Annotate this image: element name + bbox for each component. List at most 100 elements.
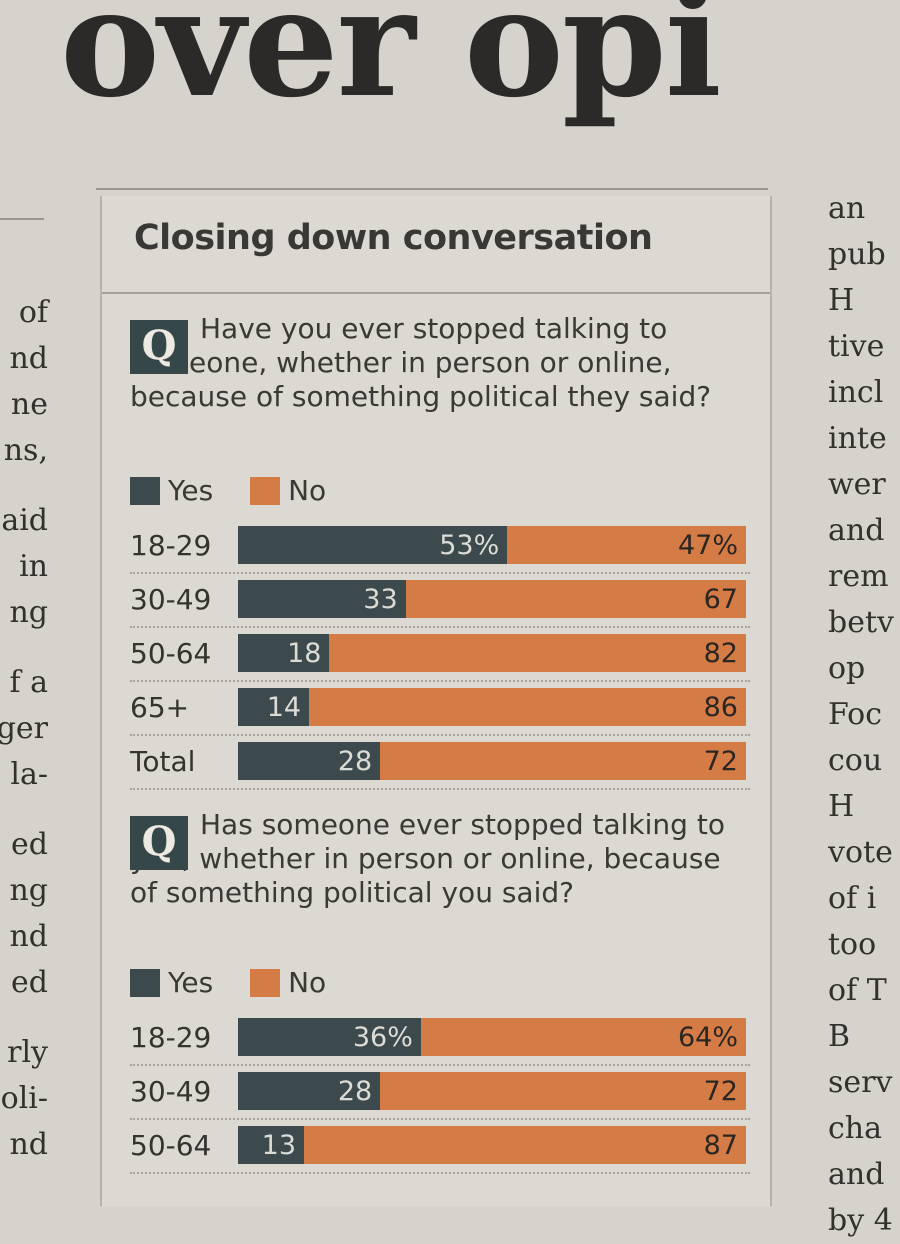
bar-segment-yes: 18 — [238, 634, 330, 672]
bar-segment-no: 82 — [329, 634, 746, 672]
legend-2: Yes No — [130, 966, 354, 1000]
title-rule — [102, 292, 770, 294]
bar-row: 50-64 13 87 — [102, 1120, 770, 1174]
category-label: 18-29 — [130, 529, 212, 562]
row-divider — [130, 626, 750, 628]
article-right-line: an — [828, 191, 866, 226]
row-divider — [130, 572, 750, 574]
legend-1: Yes No — [130, 474, 354, 508]
article-left-line: ns, — [3, 433, 48, 468]
category-label: 50-64 — [130, 637, 212, 670]
article-left-line: ng — [9, 873, 48, 908]
article-left-line: oli- — [0, 1081, 48, 1116]
bar-track: 53% 47% — [238, 526, 746, 564]
data-label-yes: 28 — [337, 745, 373, 777]
headline: over opi — [60, 0, 722, 131]
article-left-line: in — [19, 549, 48, 584]
article-left-line: f a — [9, 665, 48, 700]
article-right-line: of i — [828, 881, 877, 916]
bar-segment-no: 64% — [420, 1018, 746, 1056]
bar-segment-no: 86 — [309, 688, 746, 726]
category-label: Total — [130, 745, 196, 778]
article-left-line — [0, 636, 48, 660]
article-right-line: by 4 — [828, 1203, 893, 1238]
article-left-line: of — [18, 295, 48, 330]
article-right-line: betv — [828, 605, 894, 640]
article-left-line: rly — [7, 1035, 48, 1070]
article-left-line: nd — [9, 341, 48, 376]
bar-row: Total 28 72 — [102, 736, 770, 790]
data-label-no: 86 — [703, 691, 738, 723]
article-left-line — [0, 474, 48, 498]
category-label: 30-49 — [130, 583, 212, 616]
data-label-yes: 36% — [352, 1021, 413, 1053]
question-badge: Q — [130, 816, 188, 870]
legend-item-yes: Yes — [130, 474, 213, 507]
article-right-line: H — [828, 283, 855, 318]
article-right-line: of T — [828, 973, 887, 1008]
column-rule — [0, 218, 44, 220]
article-left-line: ed — [11, 965, 48, 1000]
data-label-no: 87 — [703, 1129, 738, 1161]
category-label: 30-49 — [130, 1075, 212, 1108]
legend-swatch-yes — [130, 968, 160, 997]
data-label-no: 67 — [703, 583, 738, 615]
bar-segment-yes: 14 — [238, 688, 310, 726]
bar-segment-yes: 13 — [238, 1126, 305, 1164]
legend-item-yes: Yes — [130, 966, 213, 999]
question-2-text: Has someone ever stopped talking to you,… — [130, 808, 725, 909]
chart-panel: Closing down conversation Q Have you eve… — [100, 196, 772, 1206]
article-left-line: ger — [0, 711, 48, 746]
article-left-line — [0, 1006, 48, 1030]
article-right-line: and — [828, 513, 885, 548]
question-1-text: Have you ever stopped talking to someone… — [130, 312, 712, 413]
data-label-no: 47% — [677, 529, 738, 561]
legend-item-no: No — [250, 474, 326, 507]
bar-segment-yes: 28 — [238, 742, 381, 780]
bar-track: 13 87 — [238, 1126, 746, 1164]
article-right-line: pub — [828, 237, 886, 272]
question-2: Q Has someone ever stopped talking to yo… — [130, 808, 750, 910]
bar-track: 28 72 — [238, 742, 746, 780]
legend-label-no: No — [288, 966, 327, 999]
article-left-line: ed — [11, 827, 48, 862]
legend-label-no: No — [288, 474, 327, 507]
legend-label-yes: Yes — [168, 474, 214, 507]
article-left-line — [0, 798, 48, 822]
bar-segment-no: 47% — [507, 526, 746, 564]
article-right-line: B — [828, 1019, 851, 1054]
legend-swatch-no — [250, 476, 281, 505]
data-label-yes: 14 — [266, 691, 302, 723]
article-right-line: cou — [828, 743, 883, 778]
row-divider — [130, 1118, 750, 1120]
article-right-line: and — [828, 1157, 885, 1192]
row-divider — [130, 680, 750, 682]
bar-row: 50-64 18 82 — [102, 628, 770, 682]
article-right-line: inte — [828, 421, 887, 456]
data-label-no: 72 — [703, 1075, 738, 1107]
article-right-line: serv — [828, 1065, 893, 1100]
bar-row: 65+ 14 86 — [102, 682, 770, 736]
row-divider — [130, 788, 750, 790]
bar-segment-no: 67 — [405, 580, 746, 618]
bar-track: 28 72 — [238, 1072, 746, 1110]
category-label: 65+ — [130, 691, 190, 724]
article-right-line: too — [828, 927, 877, 962]
bar-chart-1: 18-29 53% 47% 30-49 33 67 50-64 18 82 65+ 14 86 Tota… — [102, 520, 770, 790]
category-label: 50-64 — [130, 1129, 212, 1162]
question-badge: Q — [130, 320, 188, 374]
article-right-line: wer — [828, 467, 886, 502]
row-divider — [130, 1172, 750, 1174]
bar-row: 30-49 28 72 — [102, 1066, 770, 1120]
category-label: 18-29 — [130, 1021, 212, 1054]
data-label-yes: 28 — [337, 1075, 373, 1107]
bar-row: 30-49 33 67 — [102, 574, 770, 628]
bar-row: 18-29 53% 47% — [102, 520, 770, 574]
legend-item-no: No — [250, 966, 326, 999]
article-right-line: incl — [828, 375, 884, 410]
legend-swatch-yes — [130, 476, 160, 505]
article-right-line: H — [828, 789, 855, 824]
article-left-line: aid — [1, 503, 48, 538]
bar-segment-no: 72 — [380, 1072, 746, 1110]
